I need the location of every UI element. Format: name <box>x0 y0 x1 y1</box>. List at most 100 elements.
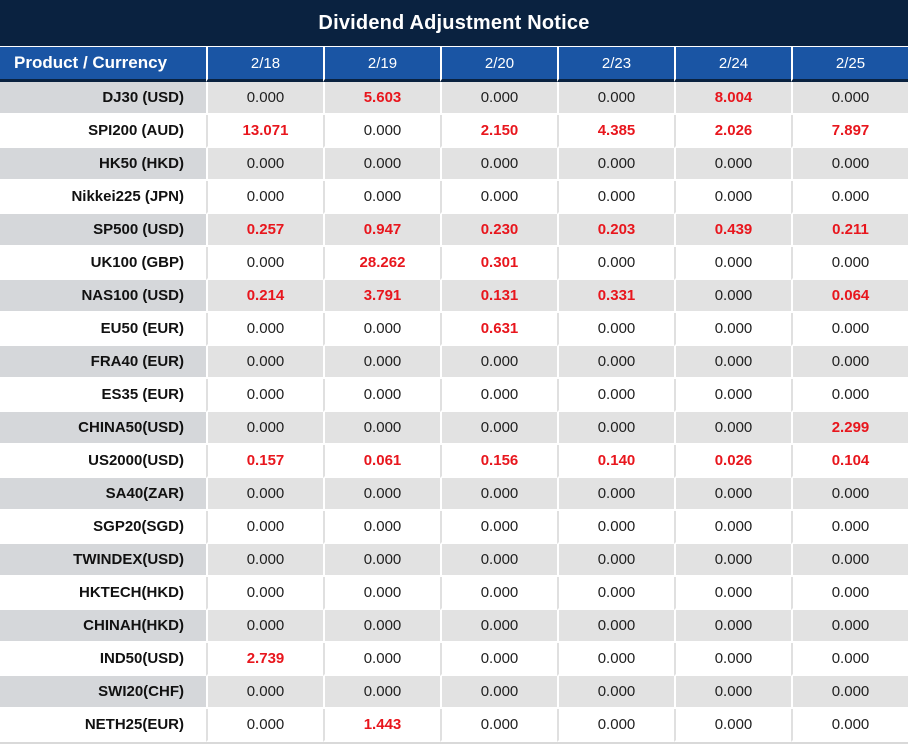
dividend-value-cell: 0.000 <box>557 643 674 676</box>
dividend-table: Product / Currency 2/18 2/19 2/20 2/23 2… <box>0 46 908 742</box>
dividend-value-cell-red: 3.791 <box>323 280 440 313</box>
table-header: Product / Currency 2/18 2/19 2/20 2/23 2… <box>0 46 908 82</box>
dividend-value-cell-red: 0.156 <box>440 445 557 478</box>
dividend-value-cell: 0.000 <box>557 247 674 280</box>
table-row: CHINAH(HKD) 0.000 0.000 0.000 0.000 0.000 0.00… <box>0 610 908 643</box>
dividend-value-cell-red: 2.150 <box>440 115 557 148</box>
dividend-value-cell: 0.000 <box>440 577 557 610</box>
dividend-value-cell: 0.000 <box>674 709 791 742</box>
dividend-value-cell: 0.000 <box>440 511 557 544</box>
dividend-value-cell: 0.000 <box>791 379 908 412</box>
date-header: 2/24 <box>674 46 791 82</box>
dividend-value-cell: 0.000 <box>206 148 323 181</box>
dividend-value-cell-red: 13.071 <box>206 115 323 148</box>
dividend-value-cell-red: 0.026 <box>674 445 791 478</box>
dividend-value-cell: 0.000 <box>440 181 557 214</box>
product-cell: NETH25(EUR) <box>0 709 206 742</box>
dividend-value-cell: 0.000 <box>557 379 674 412</box>
dividend-value-cell: 0.000 <box>440 709 557 742</box>
dividend-value-cell: 0.000 <box>323 313 440 346</box>
dividend-value-cell: 0.000 <box>791 709 908 742</box>
table-row: NETH25(EUR) 0.000 1.443 0.000 0.000 0.000 0.00… <box>0 709 908 742</box>
table-row: SWI20(CHF) 0.000 0.000 0.000 0.000 0.000 0.000 <box>0 676 908 709</box>
page-title: Dividend Adjustment Notice <box>318 11 590 34</box>
table-row: SPI200 (AUD) 13.071 0.000 2.150 4.385 2.026 7.… <box>0 115 908 148</box>
table-row: SGP20(SGD) 0.000 0.000 0.000 0.000 0.000 0.000 <box>0 511 908 544</box>
table-row: DJ30 (USD) 0.000 5.603 0.000 0.000 8.004 0.000 <box>0 82 908 115</box>
dividend-value-cell: 0.000 <box>206 247 323 280</box>
dividend-value-cell: 0.000 <box>791 313 908 346</box>
dividend-value-cell: 0.000 <box>440 676 557 709</box>
dividend-value-cell: 0.000 <box>206 181 323 214</box>
dividend-value-cell-red: 0.301 <box>440 247 557 280</box>
dividend-value-cell: 0.000 <box>323 148 440 181</box>
dividend-value-cell-red: 0.439 <box>674 214 791 247</box>
table-row: US2000(USD) 0.157 0.061 0.156 0.140 0.026 0.10… <box>0 445 908 478</box>
dividend-value-cell: 0.000 <box>206 346 323 379</box>
dividend-value-cell-red: 0.203 <box>557 214 674 247</box>
product-cell: EU50 (EUR) <box>0 313 206 346</box>
table-row: SP500 (USD) 0.257 0.947 0.230 0.203 0.439 0.21… <box>0 214 908 247</box>
dividend-value-cell: 0.000 <box>206 610 323 643</box>
dividend-value-cell: 0.000 <box>323 346 440 379</box>
dividend-value-cell-red: 28.262 <box>323 247 440 280</box>
table-row: CHINA50(USD) 0.000 0.000 0.000 0.000 0.000 2.2… <box>0 412 908 445</box>
dividend-value-cell-red: 2.739 <box>206 643 323 676</box>
table-body: DJ30 (USD) 0.000 5.603 0.000 0.000 8.004 0.000… <box>0 82 908 742</box>
dividend-value-cell-red: 0.061 <box>323 445 440 478</box>
product-cell: SWI20(CHF) <box>0 676 206 709</box>
dividend-value-cell-red: 0.214 <box>206 280 323 313</box>
dividend-value-cell: 0.000 <box>323 577 440 610</box>
product-cell: TWINDEX(USD) <box>0 544 206 577</box>
dividend-value-cell-red: 2.299 <box>791 412 908 445</box>
header-row: Product / Currency 2/18 2/19 2/20 2/23 2… <box>0 46 908 82</box>
dividend-value-cell: 0.000 <box>557 478 674 511</box>
dividend-value-cell: 0.000 <box>440 346 557 379</box>
table-row: NAS100 (USD) 0.214 3.791 0.131 0.331 0.000 0.0… <box>0 280 908 313</box>
dividend-value-cell: 0.000 <box>557 412 674 445</box>
dividend-value-cell-red: 0.211 <box>791 214 908 247</box>
dividend-value-cell: 0.000 <box>206 511 323 544</box>
dividend-value-cell-red: 0.631 <box>440 313 557 346</box>
dividend-value-cell: 0.000 <box>440 82 557 115</box>
dividend-value-cell: 0.000 <box>557 148 674 181</box>
dividend-value-cell: 0.000 <box>674 280 791 313</box>
title-bar: Dividend Adjustment Notice <box>0 0 908 46</box>
dividend-value-cell: 0.000 <box>206 82 323 115</box>
table-row: HKTECH(HKD) 0.000 0.000 0.000 0.000 0.000 0.00… <box>0 577 908 610</box>
dividend-value-cell: 0.000 <box>206 412 323 445</box>
product-cell: SP500 (USD) <box>0 214 206 247</box>
dividend-value-cell: 0.000 <box>323 379 440 412</box>
dividend-value-cell: 0.000 <box>206 313 323 346</box>
dividend-value-cell: 0.000 <box>674 247 791 280</box>
table-row: TWINDEX(USD) 0.000 0.000 0.000 0.000 0.000 0.0… <box>0 544 908 577</box>
dividend-value-cell-red: 8.004 <box>674 82 791 115</box>
dividend-value-cell: 0.000 <box>674 577 791 610</box>
date-header: 2/25 <box>791 46 908 82</box>
dividend-value-cell: 0.000 <box>557 346 674 379</box>
dividend-value-cell: 0.000 <box>323 478 440 511</box>
product-cell: DJ30 (USD) <box>0 82 206 115</box>
dividend-value-cell: 0.000 <box>557 544 674 577</box>
product-cell: FRA40 (EUR) <box>0 346 206 379</box>
product-currency-header: Product / Currency <box>0 46 206 82</box>
dividend-value-cell-red: 0.157 <box>206 445 323 478</box>
dividend-value-cell: 0.000 <box>674 346 791 379</box>
product-cell: CHINA50(USD) <box>0 412 206 445</box>
dividend-value-cell-red: 2.026 <box>674 115 791 148</box>
dividend-value-cell: 0.000 <box>674 478 791 511</box>
dividend-value-cell: 0.000 <box>206 478 323 511</box>
dividend-value-cell-red: 0.131 <box>440 280 557 313</box>
dividend-value-cell-red: 0.104 <box>791 445 908 478</box>
dividend-value-cell: 0.000 <box>791 181 908 214</box>
table-row: ES35 (EUR) 0.000 0.000 0.000 0.000 0.000 0.000 <box>0 379 908 412</box>
dividend-value-cell: 0.000 <box>791 247 908 280</box>
dividend-value-cell: 0.000 <box>440 478 557 511</box>
product-cell: HK50 (HKD) <box>0 148 206 181</box>
dividend-value-cell: 0.000 <box>791 577 908 610</box>
dividend-value-cell-red: 0.257 <box>206 214 323 247</box>
table-row: SA40(ZAR) 0.000 0.000 0.000 0.000 0.000 0.000 <box>0 478 908 511</box>
table-row: Nikkei225 (JPN) 0.000 0.000 0.000 0.000 0.000… <box>0 181 908 214</box>
dividend-value-cell: 0.000 <box>206 544 323 577</box>
